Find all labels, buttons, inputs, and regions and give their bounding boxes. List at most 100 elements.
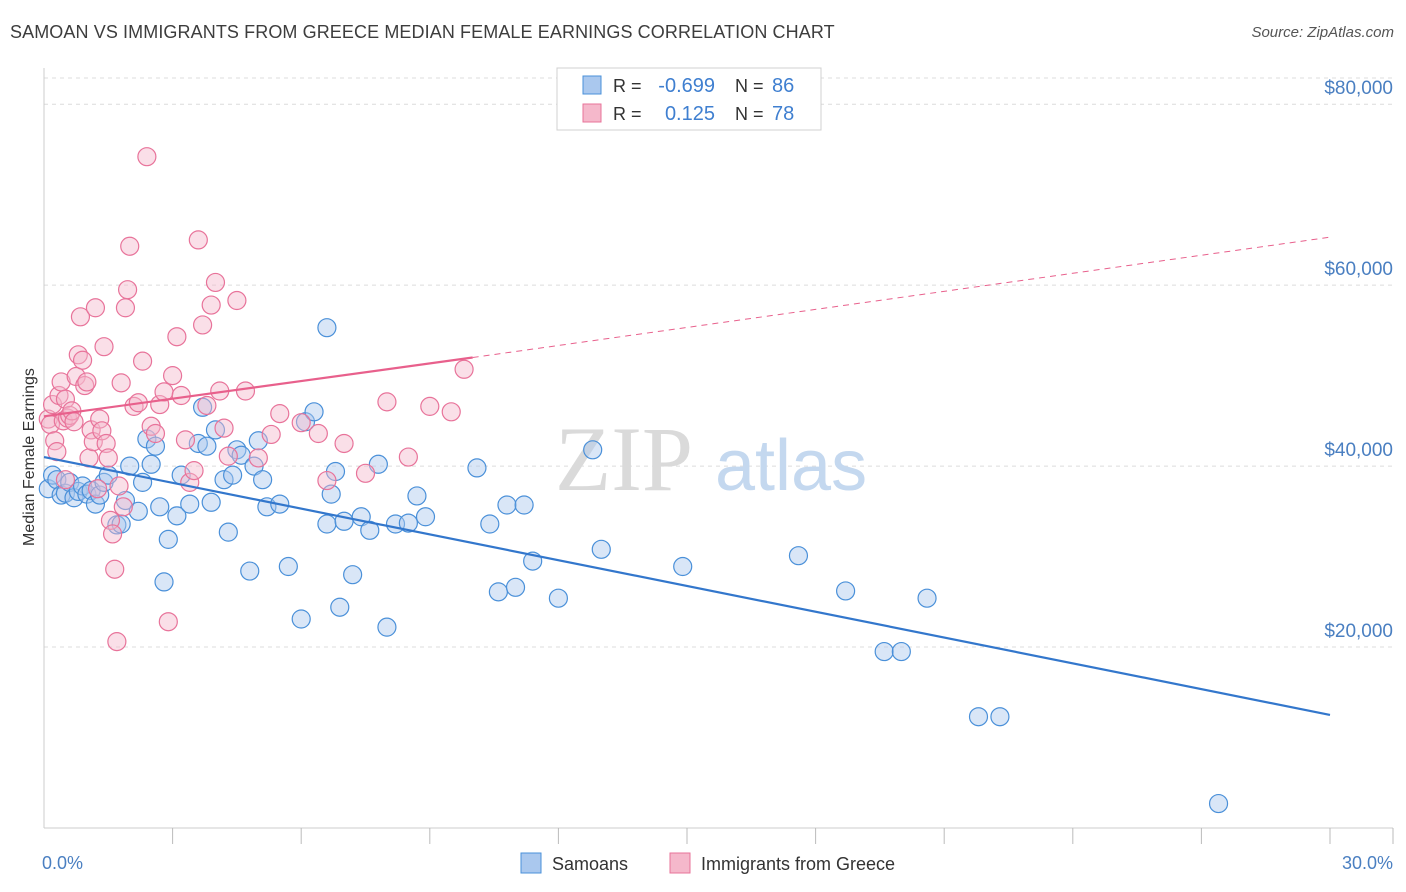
x-axis	[43, 68, 1394, 844]
samoans-point-63	[415, 507, 436, 527]
samoans-point-76	[836, 581, 856, 601]
greece-point-49	[167, 327, 187, 347]
greece-point-41	[132, 351, 153, 371]
series-greece-points	[38, 147, 474, 652]
samoans-point-26	[158, 529, 178, 549]
samoans-point-83	[317, 318, 337, 338]
samoans-point-74	[673, 556, 693, 577]
greece-point-63	[235, 381, 256, 401]
samoans-point-47	[291, 609, 311, 629]
greece-point-42	[137, 147, 157, 167]
greece-point-30	[102, 524, 123, 544]
greece-point-58	[205, 272, 226, 293]
legend-swatch-pink	[582, 103, 602, 123]
samoans-point-67	[497, 495, 517, 515]
y-tick-labels: $20,000 $40,000 $60,000 $80,000	[1324, 78, 1393, 642]
greece-point-34	[111, 373, 131, 393]
samoans-point-53	[330, 597, 350, 617]
greece-point-28	[98, 448, 118, 468]
trend-lines	[43, 236, 1331, 716]
bottom-legend: Samoans Immigrants from Greece	[520, 852, 895, 874]
y-tick-label-3: $80,000	[1324, 78, 1393, 99]
samoans-point-73	[591, 539, 611, 559]
greece-point-61	[218, 446, 238, 466]
samoans-point-32	[197, 436, 217, 456]
samoans-point-29	[180, 494, 200, 514]
greece-point-15	[70, 307, 91, 327]
greece-point-70	[334, 433, 354, 454]
samoans-point-80	[968, 707, 989, 727]
legend-n-value-1: 86	[772, 75, 794, 97]
greece-point-24	[90, 409, 110, 429]
greece-point-77	[55, 470, 76, 490]
samoans-point-40	[240, 561, 260, 581]
trend-greece-solid	[43, 356, 473, 418]
bottom-legend-greece: Immigrants from Greece	[701, 854, 895, 874]
greece-point-18	[77, 372, 97, 392]
greece-point-65	[261, 424, 281, 445]
samoans-point-64	[467, 458, 487, 478]
greece-point-60	[214, 418, 234, 438]
samoans-point-55	[343, 565, 363, 585]
trend-samoans	[43, 455, 1331, 716]
greece-point-36	[115, 298, 136, 318]
legend-n-value-2: 78	[772, 103, 794, 125]
greece-point-64	[248, 448, 268, 468]
y-tick-label-2: $60,000	[1324, 259, 1393, 280]
greece-point-73	[398, 447, 418, 467]
greece-point-55	[193, 315, 213, 335]
greece-point-27	[96, 433, 116, 454]
y-tick-label-1: $40,000	[1324, 440, 1393, 461]
x-tick-label-min: 0.0%	[42, 853, 83, 873]
bottom-legend-swatch-greece	[669, 852, 691, 874]
greece-point-72	[377, 392, 397, 412]
y-axis-label: Median Female Earnings	[21, 368, 38, 546]
bottom-legend-samoans: Samoans	[552, 854, 628, 874]
samoans-point-82	[1208, 793, 1229, 814]
samoans-point-22	[141, 454, 161, 474]
samoans-point-65	[480, 514, 500, 534]
greece-point-23	[87, 479, 108, 499]
greece-point-50	[171, 385, 191, 406]
greece-point-26	[94, 337, 114, 357]
greece-point-37	[117, 280, 138, 300]
source-credit: Source: ZipAtlas.com	[1251, 24, 1394, 41]
greece-point-56	[197, 395, 217, 416]
greece-point-32	[107, 632, 127, 652]
trend-greece-dashed	[472, 236, 1331, 359]
greece-point-47	[158, 612, 178, 632]
samoans-point-36	[218, 522, 238, 542]
greece-point-57	[201, 295, 221, 315]
samoans-point-33	[201, 492, 221, 512]
samoans-point-49	[304, 402, 324, 422]
greece-point-33	[109, 476, 129, 496]
samoans-point-27	[167, 506, 187, 526]
samoans-point-43	[253, 470, 273, 490]
greece-point-54	[188, 230, 208, 250]
legend-n-label-2: N =	[735, 104, 764, 124]
legend-swatch-blue	[582, 75, 602, 95]
samoans-point-69	[514, 495, 534, 515]
samoans-point-50	[317, 514, 337, 534]
samoans-point-59	[377, 617, 397, 637]
legend-n-label-1: N =	[735, 76, 764, 96]
legend-r-label-1: R =	[613, 76, 642, 96]
samoans-point-11	[85, 494, 106, 514]
greece-point-12	[64, 412, 84, 432]
samoans-point-25	[154, 572, 174, 592]
samoans-point-68	[505, 577, 526, 597]
greece-point-51	[175, 430, 196, 450]
samoans-point-62	[407, 486, 427, 506]
samoans-point-75	[788, 546, 809, 566]
greece-point-74	[420, 396, 440, 416]
samoans-point-35	[214, 470, 234, 490]
greece-point-75	[441, 402, 461, 422]
greece-point-66	[270, 404, 290, 424]
samoans-point-78	[891, 641, 911, 662]
legend-r-value-2: 0.125	[665, 103, 715, 125]
greece-point-22	[85, 298, 106, 318]
samoans-point-66	[488, 582, 508, 602]
greece-point-62	[227, 290, 247, 311]
samoans-point-46	[278, 556, 298, 577]
